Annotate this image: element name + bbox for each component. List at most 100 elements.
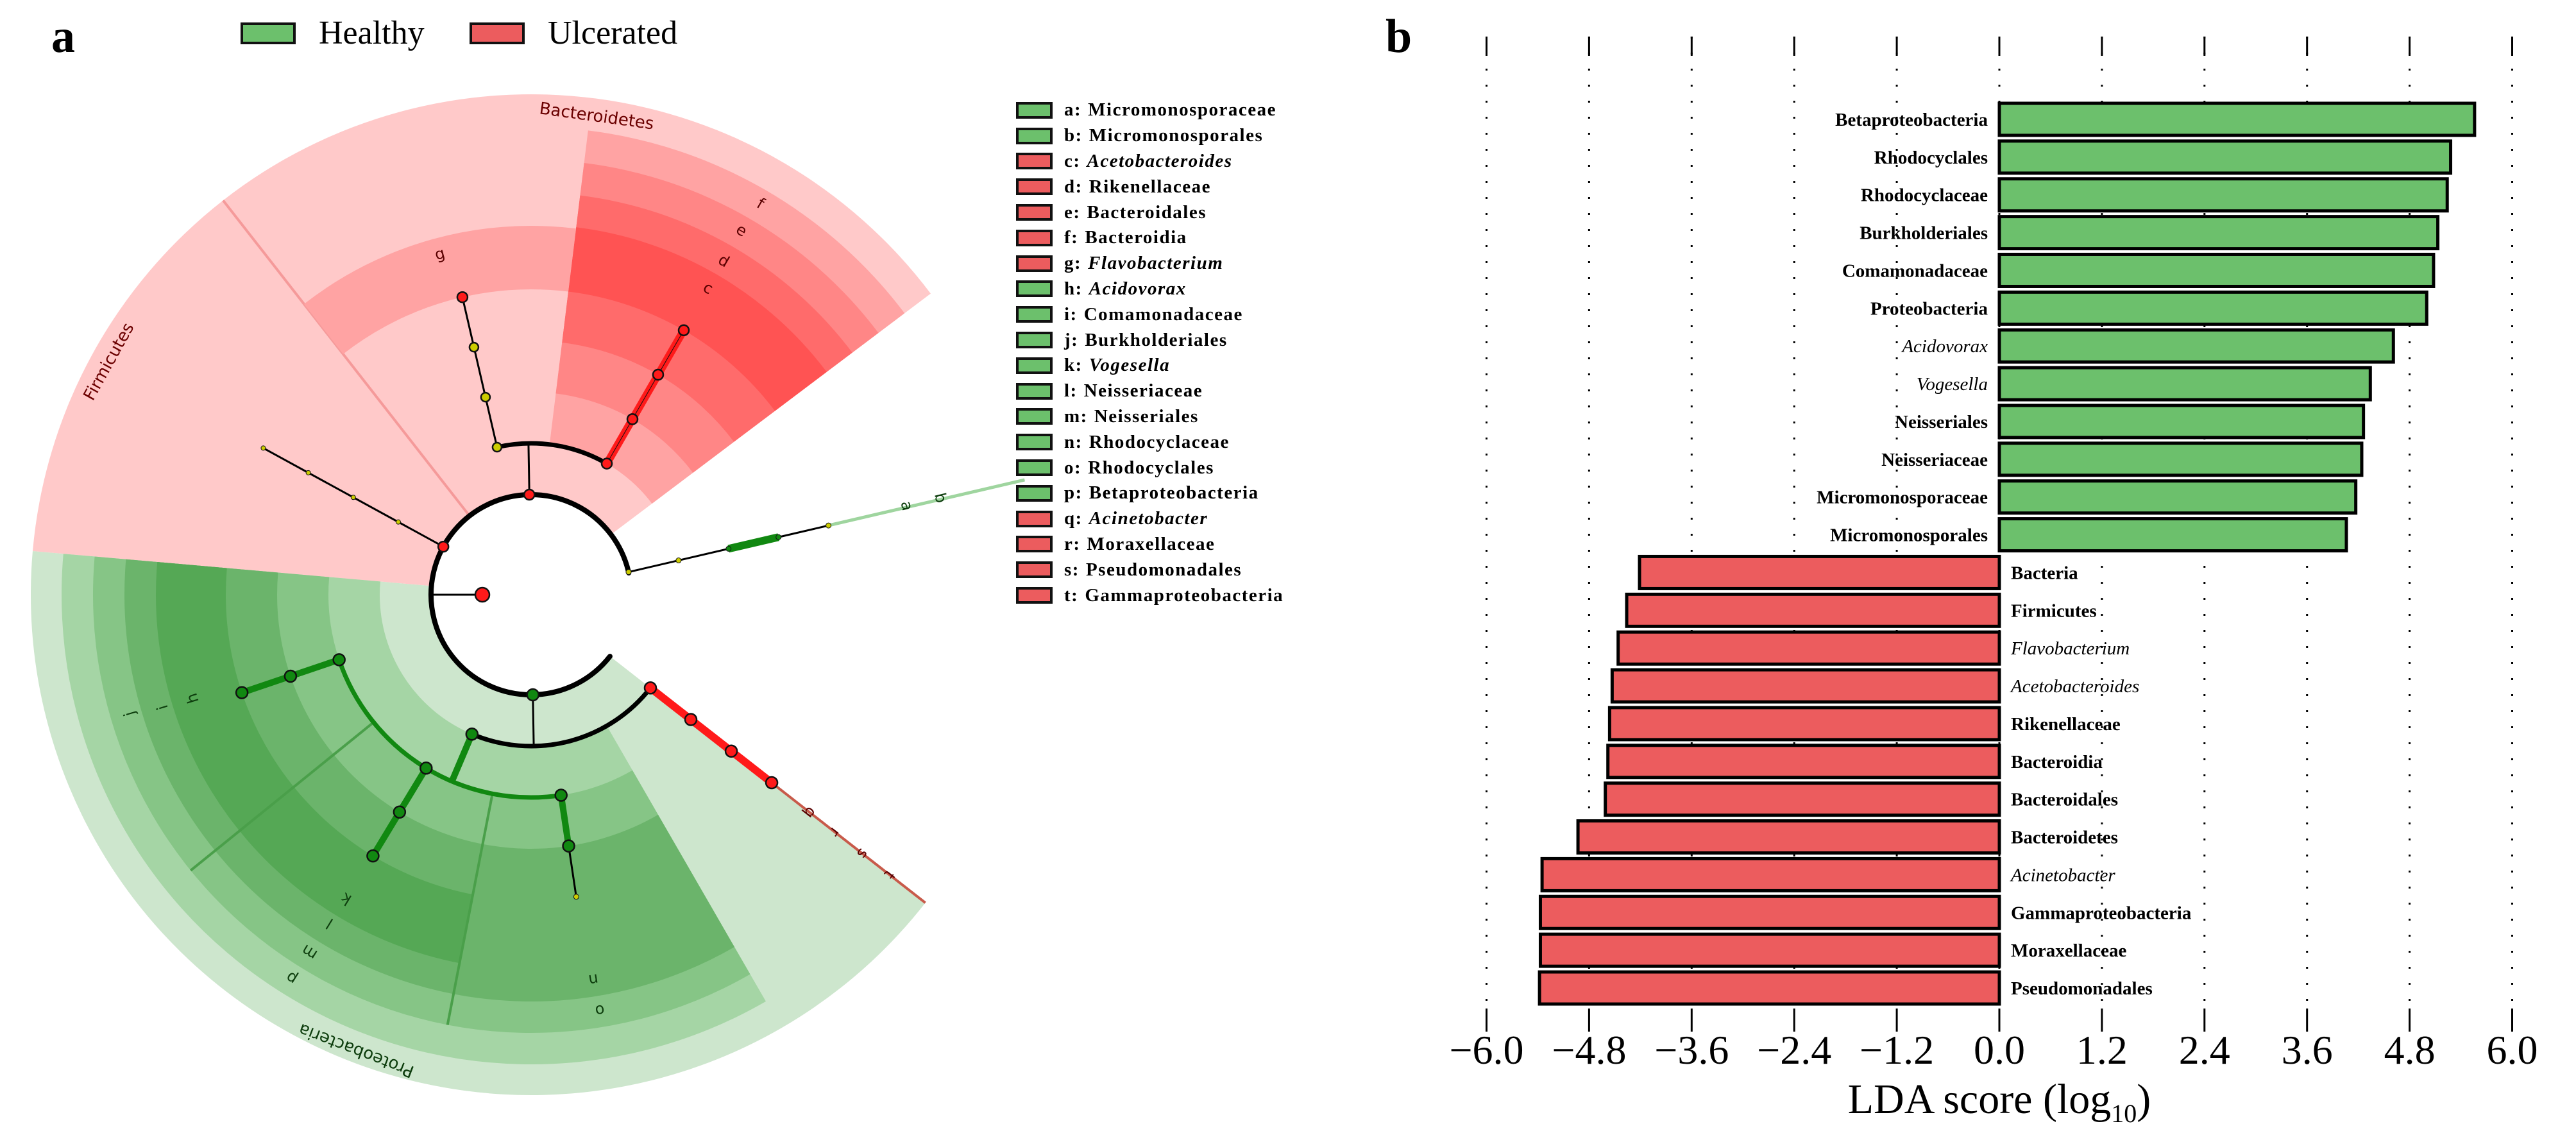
- taxa-legend-item: i: Comamonadaceae: [1016, 302, 1284, 327]
- node-q: [765, 776, 779, 790]
- node-a: [775, 534, 782, 540]
- taxa-legend-item: f: Bacteroidia: [1016, 225, 1284, 251]
- proteobacteria-branch: [532, 694, 535, 746]
- x-tick-label: −6.0: [1449, 1027, 1523, 1073]
- taxa-legend-item: s: Pseudomonadales: [1016, 557, 1284, 583]
- taxa-name: Betaproteobacteria: [1089, 482, 1259, 504]
- bacteroidetes-node: [523, 488, 536, 501]
- node-t: [643, 681, 657, 695]
- bar-label: Bacteroidia: [2011, 752, 2103, 772]
- bar: [1538, 932, 2001, 968]
- x-tick-label: −1.2: [1860, 1027, 1934, 1073]
- taxa-key: d:: [1064, 176, 1083, 197]
- taxa-name: Burkholderiales: [1085, 329, 1228, 350]
- node-c: [677, 324, 690, 337]
- taxa-key: i:: [1064, 303, 1078, 325]
- taxa-swatch: [1016, 255, 1053, 272]
- bar-label: Rhodocyclales: [1874, 148, 1988, 168]
- flavobacteriia-subnode: [480, 391, 491, 403]
- clade-letter-g: g: [433, 244, 447, 264]
- x-tick-label: 1.2: [2076, 1027, 2128, 1073]
- bar-label: Bacteroidales: [2011, 790, 2118, 810]
- taxa-legend-item: q: Acinetobacter: [1016, 506, 1284, 532]
- taxa-legend-item: b: Micromonosporales: [1016, 123, 1284, 149]
- firmicutes-subnode: [395, 519, 401, 525]
- taxa-name: Moraxellaceae: [1087, 533, 1216, 554]
- taxa-legend-item: o: Rhodocyclales: [1016, 455, 1284, 481]
- taxa-swatch: [1016, 434, 1053, 451]
- bar: [1538, 894, 2001, 930]
- taxa-key: p:: [1064, 482, 1083, 504]
- bar: [1997, 139, 2453, 175]
- x-axis-label-subscript: 10: [2111, 1099, 2137, 1124]
- bar-label: Vogesella: [1917, 374, 1988, 395]
- bar-label: Micromonosporaceae: [1817, 488, 1988, 508]
- taxa-legend-item: m: Neisseriales: [1016, 404, 1284, 430]
- bar: [1997, 177, 2449, 213]
- proteobacteria-node: [526, 688, 539, 702]
- bar: [1997, 252, 2436, 288]
- taxa-key: o:: [1064, 457, 1082, 478]
- actinobacteria-outer-branch: [828, 478, 1026, 527]
- taxa-key: m:: [1064, 405, 1088, 427]
- clade-shading-c: [568, 227, 827, 411]
- bar: [1997, 328, 2395, 364]
- flavobacteriia-subnode: [468, 341, 480, 353]
- taxa-name: Vogesella: [1089, 355, 1171, 376]
- bar-label: Rikenellaceae: [2011, 714, 2121, 735]
- micromonosporales-branch: [727, 533, 780, 553]
- taxa-key: a:: [1064, 99, 1082, 121]
- bar: [1576, 819, 2001, 855]
- node-h: [235, 686, 249, 699]
- x-tick-label: 2.4: [2179, 1027, 2230, 1073]
- firmicutes-clade-shading: [32, 200, 470, 586]
- taxa-swatch: [1016, 357, 1053, 374]
- proteobacteria-class-arc: [470, 685, 653, 749]
- taxa-swatch: [1016, 229, 1053, 246]
- node-m: [419, 762, 433, 775]
- flavobacteriia-subnode: [491, 441, 503, 453]
- bar-label: Betaproteobacteria: [1835, 110, 1988, 130]
- taxa-name: Comamonadaceae: [1083, 303, 1243, 325]
- firmicutes-subnode: [350, 495, 356, 500]
- node-e: [626, 413, 639, 425]
- flavobacteriia-branch: [461, 296, 498, 448]
- bar-label: Moraxellaceae: [2011, 941, 2126, 961]
- taxa-legend-item: n: Rhodocyclaceae: [1016, 429, 1284, 455]
- node-l: [393, 805, 407, 819]
- taxa-name: Acetobacteroides: [1087, 150, 1233, 171]
- bar: [1616, 630, 2001, 666]
- x-tick-label: −3.6: [1654, 1027, 1729, 1073]
- taxa-key: f:: [1064, 227, 1079, 248]
- clade-letter-o: o: [594, 1001, 606, 1020]
- bar-label: Acidovorax: [1901, 336, 1988, 357]
- taxa-name: Rhodocyclales: [1088, 457, 1214, 478]
- panel-label-a: a: [51, 10, 75, 63]
- clade-boundary-line: [446, 793, 494, 1025]
- taxa-legend-item: p: Betaproteobacteria: [1016, 481, 1284, 506]
- taxa-swatch: [1016, 332, 1053, 349]
- taxa-swatch: [1016, 127, 1053, 144]
- bar: [1606, 744, 2001, 779]
- bar: [1607, 706, 2001, 742]
- node-n: [562, 839, 575, 853]
- firmicutes-subnode: [305, 470, 311, 475]
- bar-label: Rhodocyclaceae: [1861, 185, 1988, 206]
- bar: [1625, 592, 2001, 628]
- cladogram: abcdefghijklmnopqrstBacteroidetesFirmicu…: [30, 94, 1026, 1096]
- rhodocyclaceae-branch: [568, 846, 577, 897]
- taxa-swatch: [1016, 306, 1053, 323]
- bar-label: Burkholderiales: [1860, 223, 1988, 244]
- bar-label: Neisseriaceae: [1881, 450, 1988, 470]
- taxa-legend-item: c: Acetobacteroides: [1016, 149, 1284, 175]
- taxa-swatch: [1016, 280, 1053, 298]
- node-i: [284, 669, 298, 683]
- bacteroidia-branch-outline: [606, 330, 684, 464]
- ulcerated-swatch: [470, 22, 525, 44]
- taxa-legend-item: t: Gammaproteobacteria: [1016, 583, 1284, 608]
- taxa-name: Acinetobacter: [1089, 508, 1208, 529]
- taxa-legend-item: r: Moraxellaceae: [1016, 532, 1284, 558]
- taxa-key: n:: [1064, 431, 1083, 452]
- bar-label: Comamonadaceae: [1842, 260, 1988, 281]
- taxa-swatch: [1016, 510, 1053, 527]
